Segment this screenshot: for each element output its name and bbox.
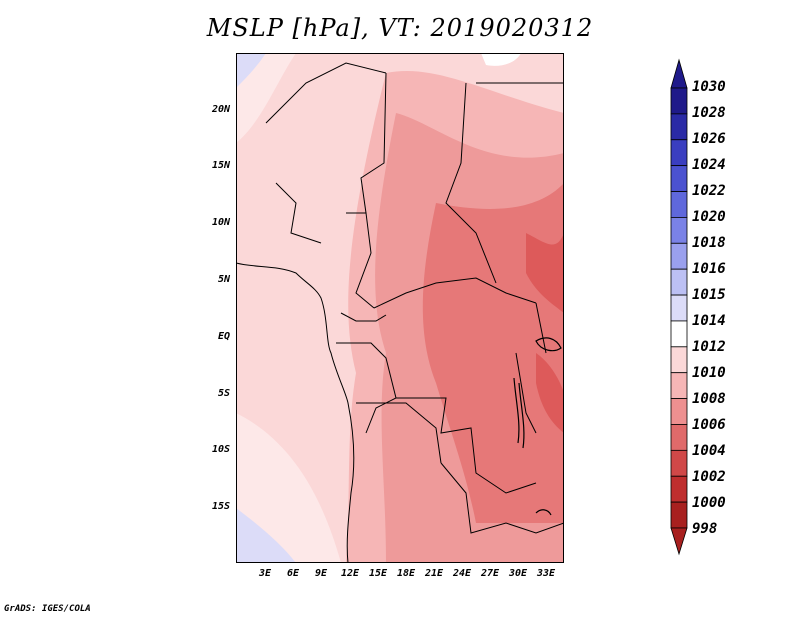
colorbar-segment	[670, 475, 688, 503]
colorbar-label: 998	[692, 521, 718, 537]
colorbar-segment	[670, 398, 688, 425]
x-tick-label: 24E	[452, 568, 472, 579]
map-canvas	[236, 53, 564, 563]
x-tick-label: 21E	[424, 568, 444, 579]
colorbar-segment	[670, 372, 688, 399]
colorbar	[670, 58, 688, 556]
lakes	[513, 337, 562, 516]
map-title: MSLP [hPa], VT: 2019020312	[206, 14, 594, 42]
field-1016-nw	[236, 53, 266, 88]
colorbar-segment	[670, 191, 688, 218]
field-white-n	[481, 53, 521, 66]
y-tick-label: 5N	[217, 274, 230, 285]
colorbar-segment	[670, 268, 688, 296]
y-tick-label: 10N	[211, 217, 230, 228]
colorbar-label: 1004	[692, 443, 726, 459]
colorbar-label: 1028	[692, 105, 726, 121]
colorbar-label: 1006	[692, 417, 726, 433]
colorbar-segment	[670, 320, 688, 348]
x-tick-label: 9E	[314, 568, 328, 579]
colorbar-label: 1000	[692, 495, 726, 511]
x-tick-label: 33E	[536, 568, 556, 579]
colorbar-segment	[670, 242, 688, 270]
borders	[236, 62, 564, 563]
x-tick-label: 27E	[480, 568, 500, 579]
colorbar-label: 1020	[692, 209, 726, 225]
colorbar-segment	[670, 87, 688, 115]
x-tick-label: 30E	[508, 568, 528, 579]
colorbar-segment	[670, 113, 688, 141]
y-tick-label: 15N	[211, 160, 230, 171]
x-tick-label: 6E	[286, 568, 300, 579]
colorbar-segment	[670, 139, 688, 167]
y-tick-label: EQ	[217, 331, 230, 342]
field-1004-b	[536, 353, 564, 433]
x-tick-label: 3E	[258, 568, 272, 579]
colorbar-segment	[670, 165, 688, 192]
y-tick-label: 10S	[211, 444, 230, 455]
field-1004	[526, 233, 564, 313]
map-frame	[236, 53, 564, 563]
x-tick-label: 15E	[368, 568, 388, 579]
pressure-map	[236, 53, 564, 563]
colorbar-label: 1024	[692, 157, 726, 173]
y-tick-label: 15S	[211, 501, 230, 512]
y-tick-label: 20N	[211, 104, 230, 115]
colorbar-label: 1016	[692, 261, 726, 277]
colorbar-label: 1026	[692, 131, 726, 147]
colorbar-label: 1014	[692, 313, 726, 329]
colorbar-top-arrow	[670, 58, 688, 89]
colorbar-bottom-arrow	[670, 527, 688, 556]
colorbar-segment	[670, 217, 688, 244]
colorbar-label: 1002	[692, 469, 726, 485]
colorbar-segment	[670, 424, 688, 451]
colorbar-segment	[670, 449, 688, 477]
y-tick-label: 5S	[217, 388, 230, 399]
x-tick-label: 12E	[340, 568, 360, 579]
colorbar-segment	[670, 346, 688, 374]
x-tick-label: 18E	[396, 568, 416, 579]
colorbar-label: 1012	[692, 339, 726, 355]
credit-text: GrADS: IGES/COLA	[4, 604, 91, 614]
colorbar-segment	[670, 501, 688, 529]
colorbar-label: 1018	[692, 235, 726, 251]
field-1014-nw	[236, 53, 296, 143]
colorbar-segment	[670, 294, 688, 322]
colorbar-label: 1022	[692, 183, 726, 199]
colorbar-label: 1008	[692, 391, 726, 407]
colorbar-label: 1030	[692, 79, 726, 95]
field-1014-sw	[236, 413, 341, 563]
colorbar-label: 1010	[692, 365, 726, 381]
field-1016-sw	[236, 508, 296, 563]
colorbar-label: 1015	[692, 287, 726, 303]
